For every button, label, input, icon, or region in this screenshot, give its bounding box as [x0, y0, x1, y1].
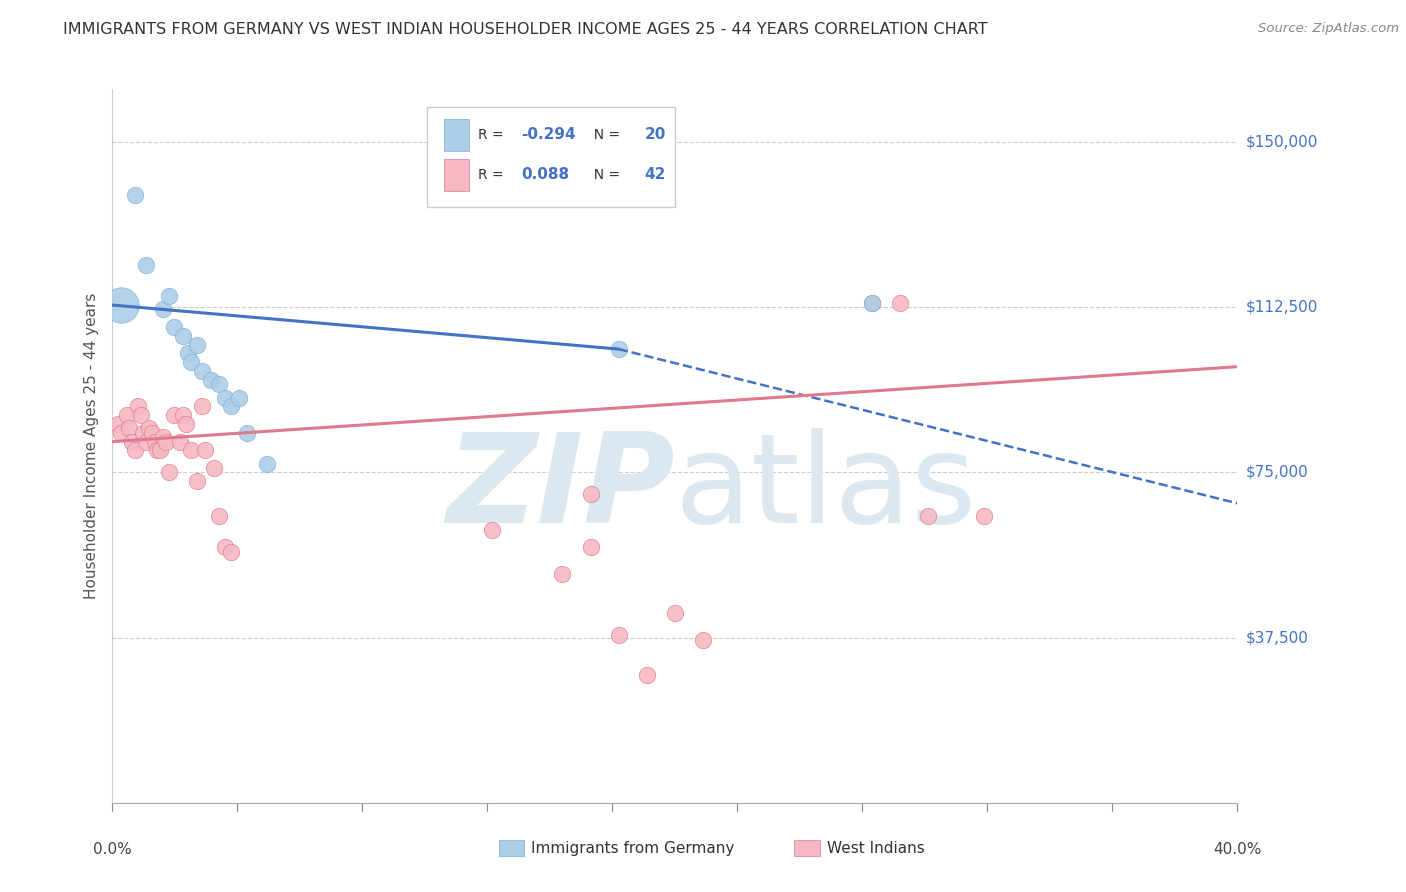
Point	[194, 443, 217, 458]
Point	[138, 421, 160, 435]
Point	[172, 408, 194, 422]
Point	[200, 373, 222, 387]
Point	[107, 417, 129, 431]
Point	[860, 296, 883, 310]
Point	[143, 434, 166, 449]
Point	[692, 632, 714, 647]
FancyBboxPatch shape	[444, 159, 470, 191]
Text: $75,000: $75,000	[1246, 465, 1309, 480]
Text: 0.088: 0.088	[520, 168, 569, 182]
Point	[208, 377, 231, 392]
Point	[180, 443, 202, 458]
Point	[124, 443, 146, 458]
Point	[129, 408, 152, 422]
Point	[110, 298, 132, 312]
Text: $37,500: $37,500	[1246, 630, 1309, 645]
Text: R =: R =	[478, 168, 508, 182]
FancyBboxPatch shape	[444, 119, 470, 151]
Point	[163, 320, 186, 334]
Point	[180, 355, 202, 369]
Point	[202, 461, 225, 475]
Point	[219, 400, 242, 414]
Point	[169, 434, 191, 449]
Point	[236, 425, 259, 440]
Point	[973, 509, 995, 524]
Text: R =: R =	[478, 128, 508, 142]
Text: Immigrants from Germany: Immigrants from Germany	[531, 841, 735, 855]
Text: Source: ZipAtlas.com: Source: ZipAtlas.com	[1258, 22, 1399, 36]
Point	[889, 296, 911, 310]
Point	[214, 541, 236, 555]
Point	[664, 607, 686, 621]
Text: West Indians: West Indians	[827, 841, 925, 855]
Point	[152, 430, 174, 444]
Point	[127, 400, 149, 414]
Text: 40.0%: 40.0%	[1213, 842, 1261, 857]
Point	[219, 545, 242, 559]
Point	[191, 364, 214, 378]
Point	[172, 329, 194, 343]
Text: 20: 20	[644, 128, 666, 143]
Point	[146, 443, 169, 458]
Point	[256, 457, 278, 471]
Point	[860, 296, 883, 310]
Point	[157, 289, 180, 303]
Text: N =: N =	[585, 128, 624, 142]
Text: N =: N =	[585, 168, 624, 182]
Point	[607, 342, 630, 356]
Point	[115, 408, 138, 422]
Text: atlas: atlas	[675, 428, 977, 549]
Text: $150,000: $150,000	[1246, 135, 1317, 150]
Y-axis label: Householder Income Ages 25 - 44 years: Householder Income Ages 25 - 44 years	[83, 293, 98, 599]
Point	[121, 434, 143, 449]
Text: 0.0%: 0.0%	[93, 842, 132, 857]
Point	[124, 188, 146, 202]
Point	[157, 466, 180, 480]
Point	[132, 425, 155, 440]
Point	[917, 509, 939, 524]
Point	[174, 417, 197, 431]
Point	[135, 434, 157, 449]
Point	[208, 509, 231, 524]
Point	[155, 434, 177, 449]
Point	[141, 425, 163, 440]
Text: $112,500: $112,500	[1246, 300, 1317, 315]
Point	[110, 425, 132, 440]
Point	[214, 391, 236, 405]
Point	[481, 523, 503, 537]
Point	[607, 628, 630, 642]
Point	[579, 541, 602, 555]
Point	[191, 400, 214, 414]
Point	[163, 408, 186, 422]
Point	[152, 302, 174, 317]
Point	[228, 391, 250, 405]
Point	[118, 421, 141, 435]
Point	[135, 259, 157, 273]
FancyBboxPatch shape	[427, 107, 675, 207]
Point	[186, 337, 208, 351]
Text: ZIP: ZIP	[446, 428, 675, 549]
Text: 42: 42	[644, 168, 666, 182]
Point	[177, 346, 200, 360]
Point	[149, 443, 172, 458]
Point	[186, 475, 208, 489]
Point	[636, 668, 658, 682]
Point	[551, 566, 574, 581]
Text: IMMIGRANTS FROM GERMANY VS WEST INDIAN HOUSEHOLDER INCOME AGES 25 - 44 YEARS COR: IMMIGRANTS FROM GERMANY VS WEST INDIAN H…	[63, 22, 988, 37]
Text: -0.294: -0.294	[520, 128, 575, 143]
Point	[579, 487, 602, 501]
